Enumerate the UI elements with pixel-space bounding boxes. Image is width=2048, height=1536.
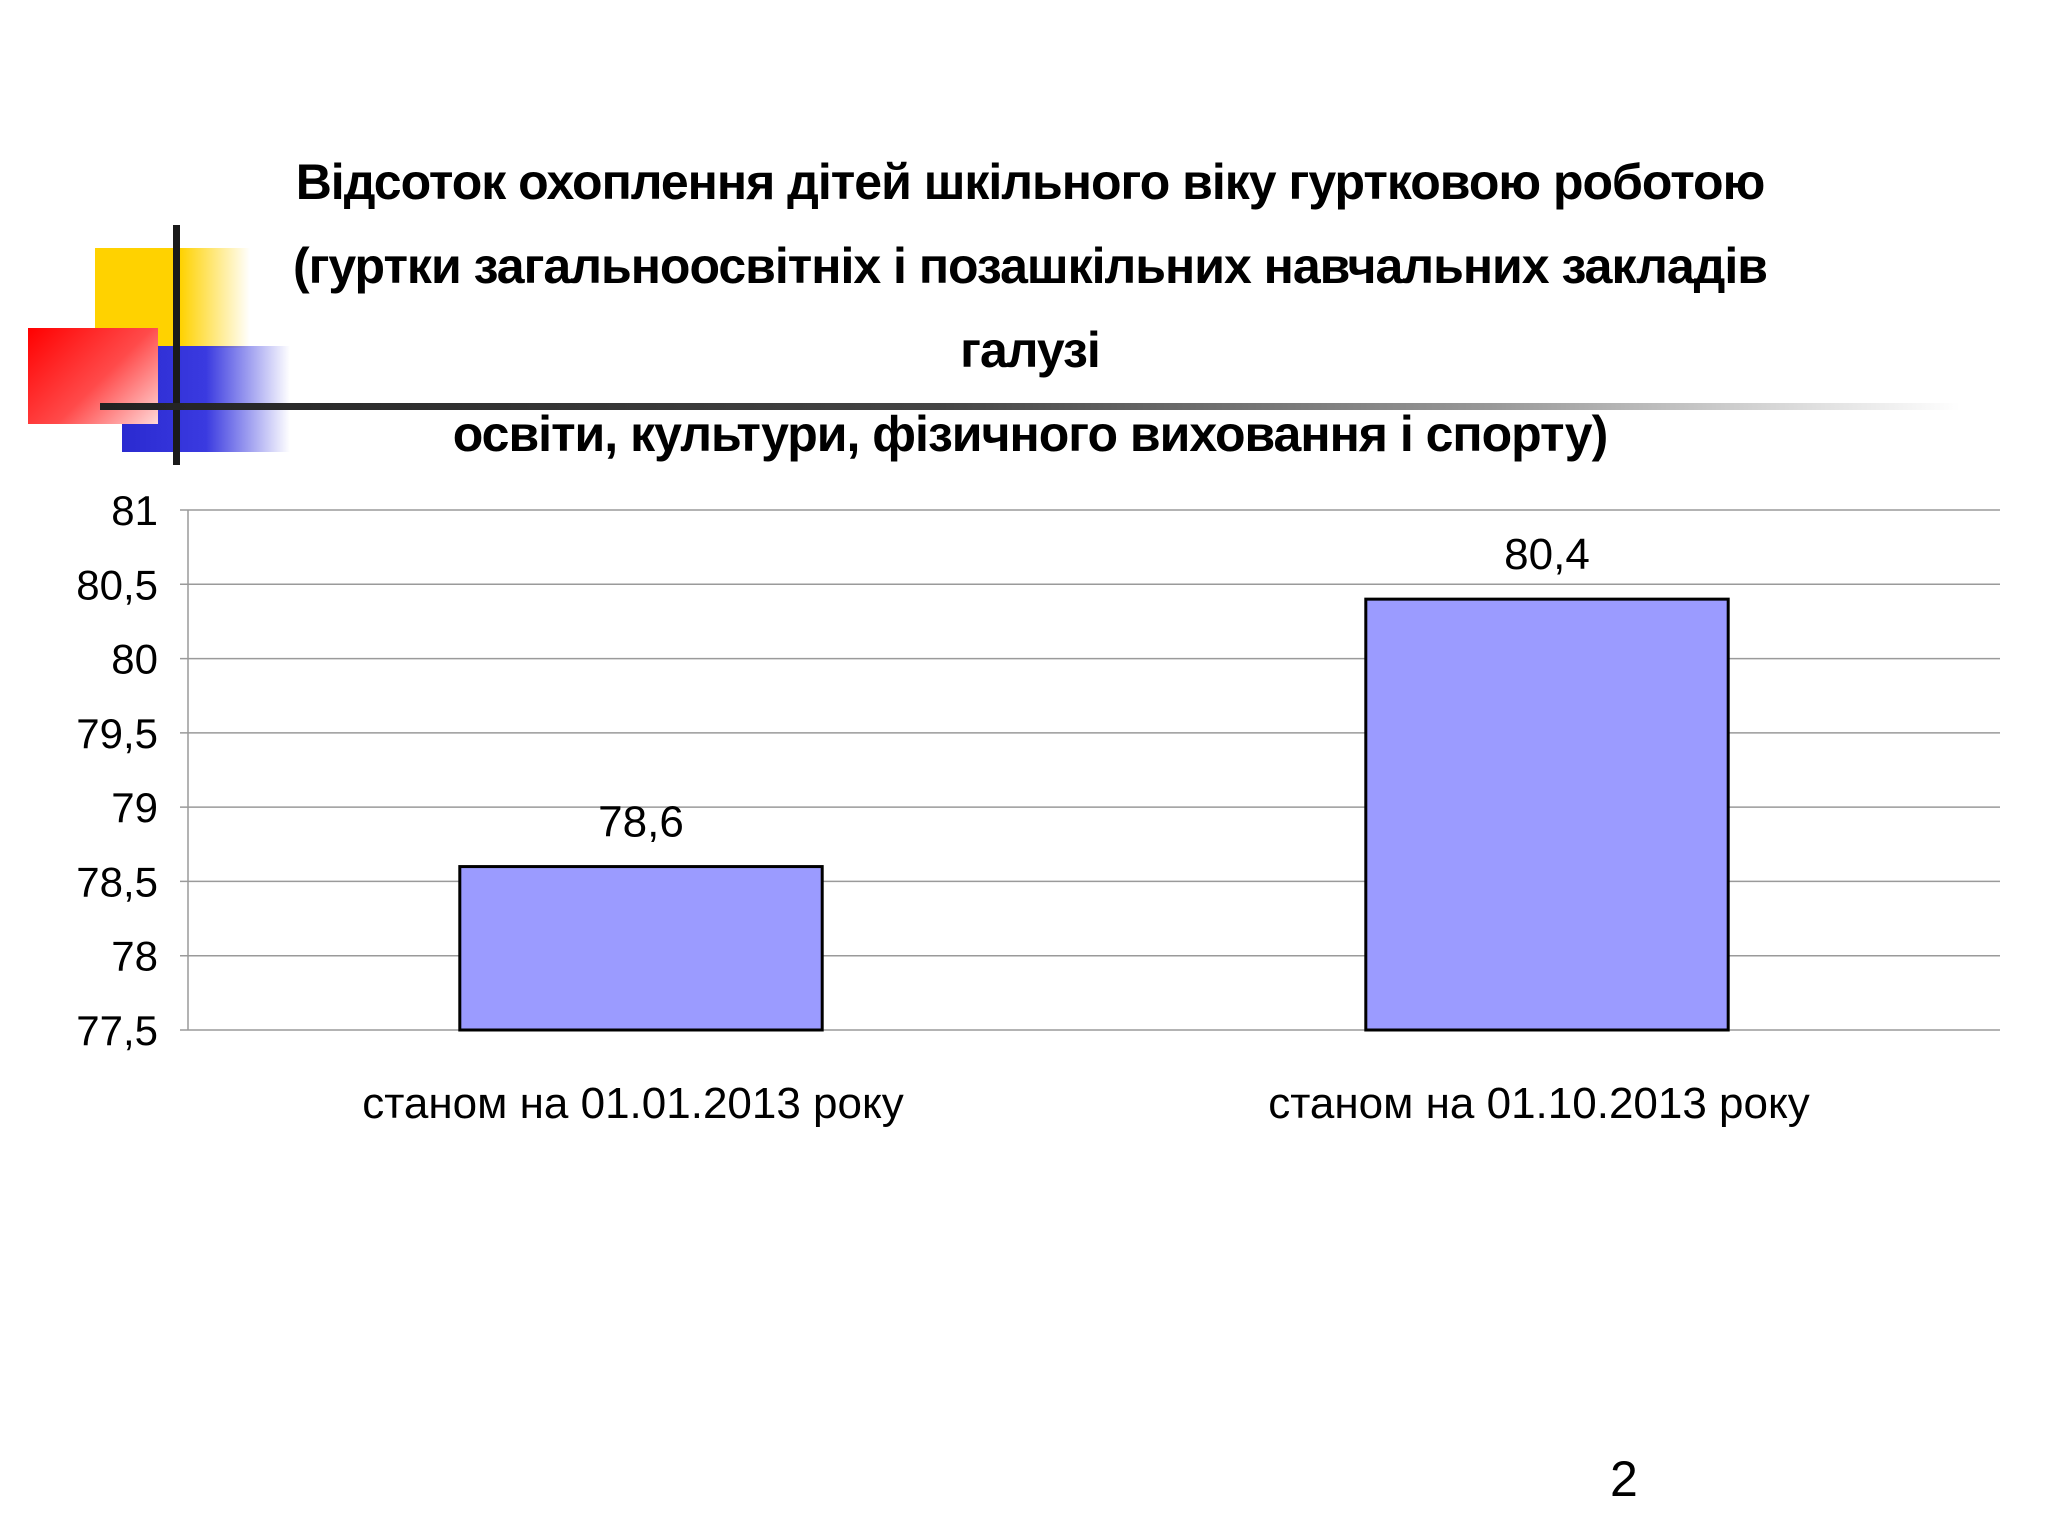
bar (1364, 597, 1730, 1032)
bar-data-label: 78,6 (598, 798, 684, 847)
bar (458, 865, 824, 1032)
y-tick-label: 81 (111, 487, 158, 534)
title-line-1: Відсоток охоплення дітей шкільного віку … (295, 154, 1766, 210)
labels: 78,6 станом на 01.01.2013 року 80,4 станом … (362, 530, 1810, 1128)
x-category-label: станом на 01.10.2013 року (1268, 1079, 1810, 1128)
y-tick-label: 79 (111, 784, 158, 831)
decor-vertical-line (173, 225, 180, 465)
y-tick-label: 80,5 (76, 561, 158, 608)
bar-data-label: 80,4 (1504, 530, 1590, 579)
y-tick-label: 78,5 (76, 858, 158, 905)
y-tick-label: 78 (111, 933, 158, 980)
y-axis: 77,5 78 78,5 79 79,5 80 80,5 81 (76, 487, 189, 1054)
title-line-3: освіти, культури, фізичного виховання і … (452, 406, 1609, 462)
title-line-2: (гуртки загальноосвітніх і позашкільних … (292, 238, 1768, 378)
slide-title: Відсоток охоплення дітей шкільного віку … (230, 140, 1830, 476)
page-number: 2 (1610, 1451, 1638, 1507)
bars (458, 597, 1730, 1032)
y-tick-label: 79,5 (76, 710, 158, 757)
y-tick-label: 80 (111, 636, 158, 683)
y-tick-label: 77,5 (76, 1007, 158, 1054)
x-category-label: станом на 01.01.2013 року (362, 1079, 904, 1128)
decor-horizontal-line (100, 403, 1960, 410)
